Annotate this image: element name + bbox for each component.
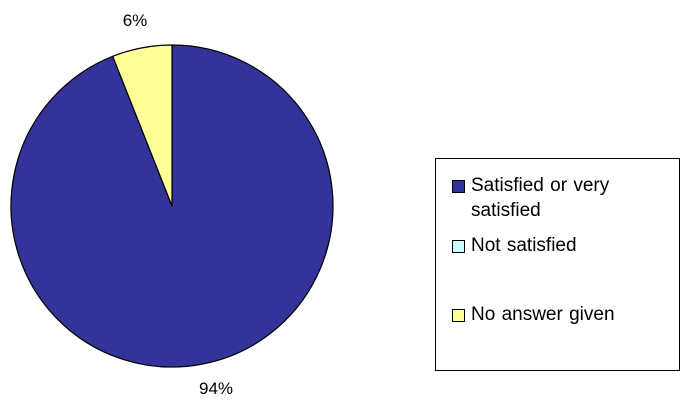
- legend-label-not-satisfied: Not satisfied: [471, 235, 577, 256]
- legend-swatch-no-answer: [452, 309, 465, 322]
- legend-swatch-not-satisfied: [452, 240, 465, 253]
- pie-slices: [10, 44, 334, 368]
- data-label-satisfied: 94%: [199, 379, 233, 398]
- pie-slice-no-answer: [112, 44, 173, 207]
- legend-item-no-answer: No answer given: [452, 302, 661, 327]
- legend: Satisfied or very satisfied Not satisfie…: [435, 158, 680, 371]
- legend-swatch-satisfied: [452, 180, 465, 193]
- legend-label-no-answer: No answer given: [471, 304, 615, 325]
- legend-item-not-satisfied: Not satisfied: [452, 233, 661, 258]
- legend-label-satisfied: Satisfied or very satisfied: [471, 175, 610, 221]
- legend-item-satisfied: Satisfied or very satisfied: [452, 173, 661, 223]
- data-label-no-answer: 6%: [123, 11, 148, 30]
